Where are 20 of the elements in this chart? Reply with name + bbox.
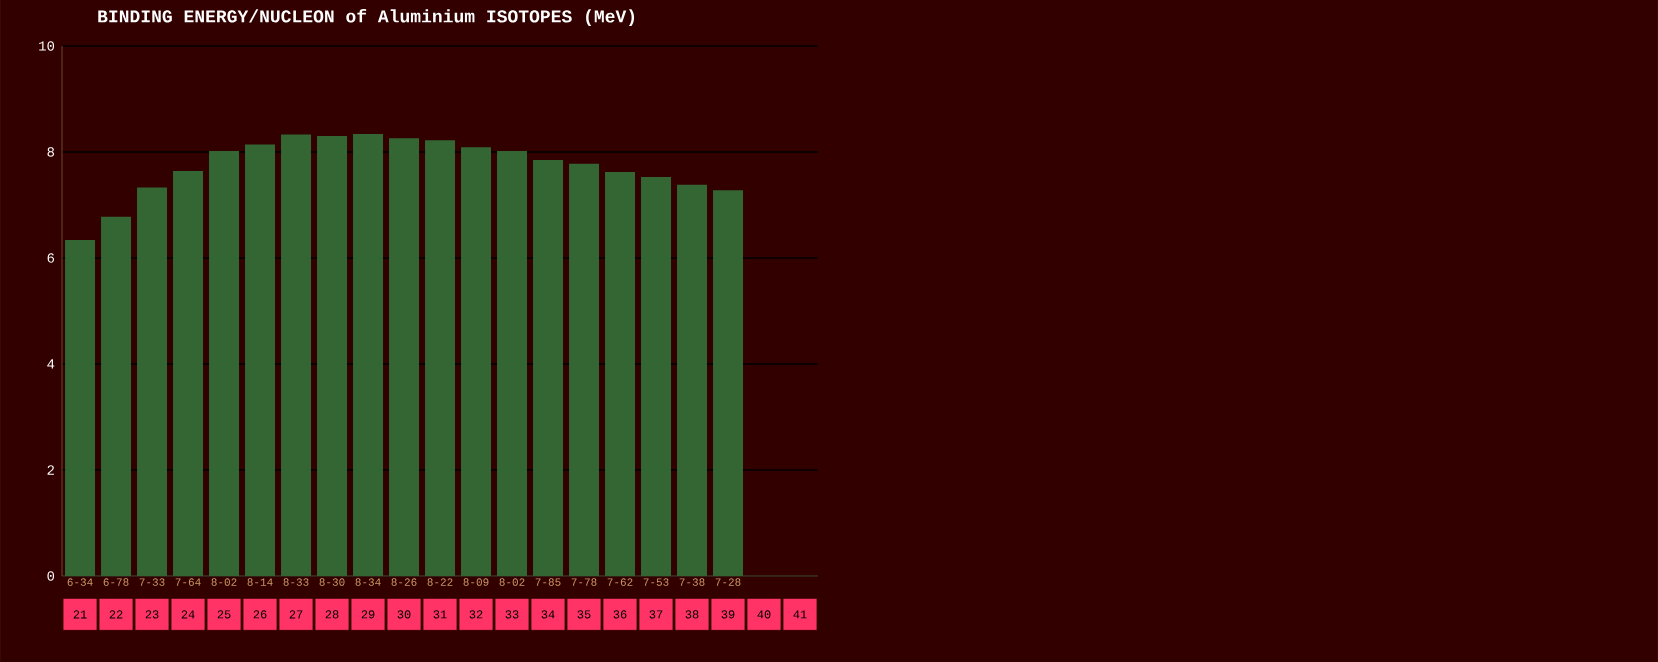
bar: [677, 184, 708, 576]
bar: [317, 136, 348, 576]
chart-title: BINDING ENERGY/NUCLEON of Aluminium ISOTOPES (MeV): [98, 9, 635, 27]
bar: [65, 239, 96, 576]
bar: [353, 133, 384, 576]
bar: [497, 150, 528, 576]
bar: [713, 190, 744, 576]
bar: [569, 163, 600, 576]
bar: [245, 144, 276, 576]
bar: [389, 138, 420, 576]
bar: [173, 171, 204, 576]
bar: [605, 172, 636, 576]
bar: [281, 134, 312, 576]
bar: [101, 216, 132, 576]
bar: [461, 147, 492, 576]
bar: [209, 150, 240, 576]
bar: [533, 159, 564, 576]
bar: [137, 187, 168, 576]
bar: [425, 140, 456, 576]
bar: [641, 176, 672, 576]
